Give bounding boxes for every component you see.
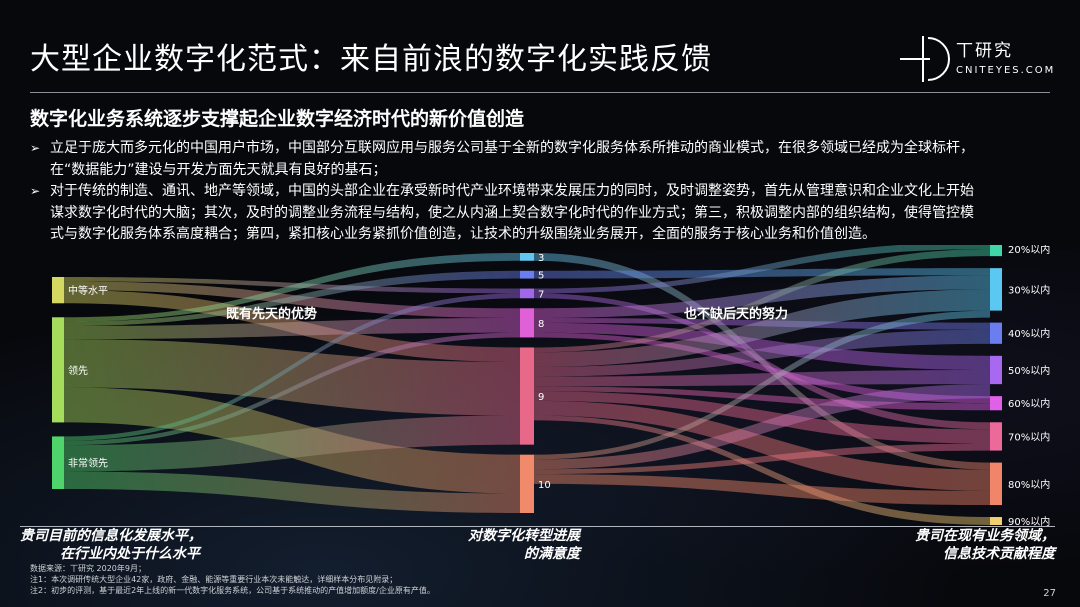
sankey-link (64, 332, 520, 446)
sankey-node (990, 422, 1002, 451)
chart-annotation: 既有先天的优势 (226, 306, 317, 322)
sankey-node-label: 40%以内 (1008, 327, 1050, 340)
sankey-link (64, 270, 520, 327)
sankey-node (520, 347, 534, 445)
sankey-node-label: 8 (538, 319, 544, 330)
sankey-link (534, 310, 990, 460)
right-column-title-line1: 贵司在现有业务领域， (915, 528, 1055, 544)
chart-annotation: 也不缺后天的努力 (684, 306, 788, 322)
logo-mark-icon (900, 36, 950, 82)
sankey-node (52, 436, 64, 489)
sankey-nodes (52, 245, 1002, 525)
sankey-node (990, 268, 1002, 311)
footnote-2: 注2：初步的评测，基于最近2年上线的新一代数字化服务系统，公司基于系统推动的产值… (30, 586, 435, 595)
left-column-title-line2: 在行业内处于什么水平 (60, 546, 200, 562)
bullet-item: ➢ 对于传统的制造、通讯、地产等领域，中国的头部企业在承受新时代产业环境带来发展… (30, 181, 1060, 246)
logo-url: CNITEYES.COM (956, 65, 1056, 76)
right-column-title: 贵司在现有业务领域， 信息技术贡献程度 (870, 527, 1055, 563)
sankey-link (534, 249, 990, 353)
bullet-line: 立足于庞大而多元化的中国用户市场，中国部分互联网应用与服务公司基于全新的数字化服… (50, 140, 974, 156)
sankey-node-label: 9 (538, 392, 544, 403)
sankey-node-label: 20%以内 (1008, 245, 1050, 256)
sankey-node (990, 355, 1002, 385)
brand-logo: 丅研究 CNITEYES.COM (898, 28, 1058, 88)
sankey-link (64, 253, 520, 322)
sankey-node (520, 288, 534, 299)
sankey-link (534, 332, 990, 404)
sankey-link (534, 443, 990, 475)
sankey-node (520, 454, 534, 513)
sankey-node (990, 462, 1002, 506)
footer-divider (20, 526, 1055, 527)
sankey-node-label: 领先 (68, 364, 88, 377)
sankey-node (520, 308, 534, 338)
middle-column-title-line2: 的满意度 (524, 546, 580, 562)
sankey-node-label: 90%以内 (1008, 515, 1050, 527)
sankey-node (990, 245, 1002, 257)
sankey-links (64, 245, 990, 525)
bullet-line: 式与数字化服务体系高度耦合；第四，紧扣核心业务紧抓价值创造，让技术的升级围绕业务… (50, 226, 876, 242)
sankey-node-label: 7 (538, 289, 544, 300)
bullet-line: 在“数据能力”建设与开发方面先天就具有良好的基石； (50, 161, 387, 178)
left-column-title: 贵司目前的信息化发展水平， 在行业内处于什么水平 (20, 527, 202, 563)
sankey-link (534, 384, 990, 470)
sankey-node-label: 中等水平 (68, 284, 108, 297)
bullet-line: 谋求数字化时代的大脑；其次，及时的调整业务流程与结构，使之从内涵上契合数字化时代… (50, 204, 974, 221)
logo-name: 丅研究 (956, 41, 1013, 61)
sankey-link (534, 245, 990, 294)
footnote-source: 数据来源：丅研究 2020年9月； (30, 564, 146, 573)
sankey-node-label: 5 (538, 271, 544, 282)
sankey-link (534, 275, 990, 318)
bullet-line: 对于传统的制造、通讯、地产等领域，中国的头部企业在承受新时代产业环境带来发展压力… (50, 183, 974, 199)
sankey-node (520, 253, 534, 261)
sankey-link (534, 329, 990, 377)
sankey-link (534, 322, 990, 370)
sankey-link (534, 289, 990, 367)
sankey-node (990, 322, 1002, 344)
bullet-arrow-icon: ➢ (30, 141, 41, 155)
sankey-node-label: 非常领先 (68, 457, 108, 470)
sankey-link (534, 391, 990, 444)
sankey-link (534, 293, 990, 430)
sankey-link (534, 268, 990, 279)
sankey-node-label: 3 (538, 253, 544, 264)
sankey-link (64, 318, 520, 340)
sankey-node (52, 277, 64, 304)
sankey-link (64, 415, 520, 472)
sankey-node (520, 270, 534, 279)
sankey-node (52, 317, 64, 423)
left-column-title-line1: 贵司目前的信息化发展水平， (20, 528, 202, 544)
middle-column-title: 对数字化转型进展 的满意度 (400, 527, 580, 563)
bullet-item: ➢ 立足于庞大而多元化的中国用户市场，中国部分互联网应用与服务公司基于全新的数字… (30, 138, 1060, 181)
sankey-link (534, 400, 990, 491)
page-number: 27 (1043, 588, 1056, 599)
sankey-link (64, 339, 520, 416)
sankey-link (64, 471, 520, 513)
sankey-node-label: 60%以内 (1008, 397, 1050, 410)
sankey-node-label: 30%以内 (1008, 283, 1050, 296)
sankey-node (990, 396, 1002, 411)
middle-column-title-line1: 对数字化转型进展 (468, 528, 580, 544)
sankey-link (534, 415, 990, 525)
sankey-node-label: 80%以内 (1008, 478, 1050, 491)
sankey-link (534, 474, 990, 506)
bullet-arrow-icon: ➢ (30, 184, 41, 198)
sankey-node-label: 50%以内 (1008, 364, 1050, 377)
sankey-node-label: 10 (538, 480, 551, 491)
page-title: 大型企业数字化范式：来自前浪的数字化实践反馈 (30, 42, 712, 77)
section-subtitle: 数字化业务系统逐步支撑起企业数字经济时代的新价值创造 (30, 108, 525, 130)
sankey-link (64, 293, 520, 441)
sankey-node-label: 70%以内 (1008, 430, 1050, 443)
title-divider (30, 92, 1050, 93)
right-column-title-line2: 信息技术贡献程度 (943, 546, 1055, 562)
sankey-node (990, 517, 1002, 525)
footnote-1: 注1：本次调研传统大型企业42家，政府、金融、能源等重要行业本次未能触达，详细样… (30, 575, 398, 584)
sankey-link (534, 369, 990, 387)
bullet-list: ➢ 立足于庞大而多元化的中国用户市场，中国部分互联网应用与服务公司基于全新的数字… (30, 138, 1060, 246)
footnotes: 数据来源：丅研究 2020年9月； 注1：本次调研传统大型企业42家，政府、金融… (30, 563, 435, 596)
